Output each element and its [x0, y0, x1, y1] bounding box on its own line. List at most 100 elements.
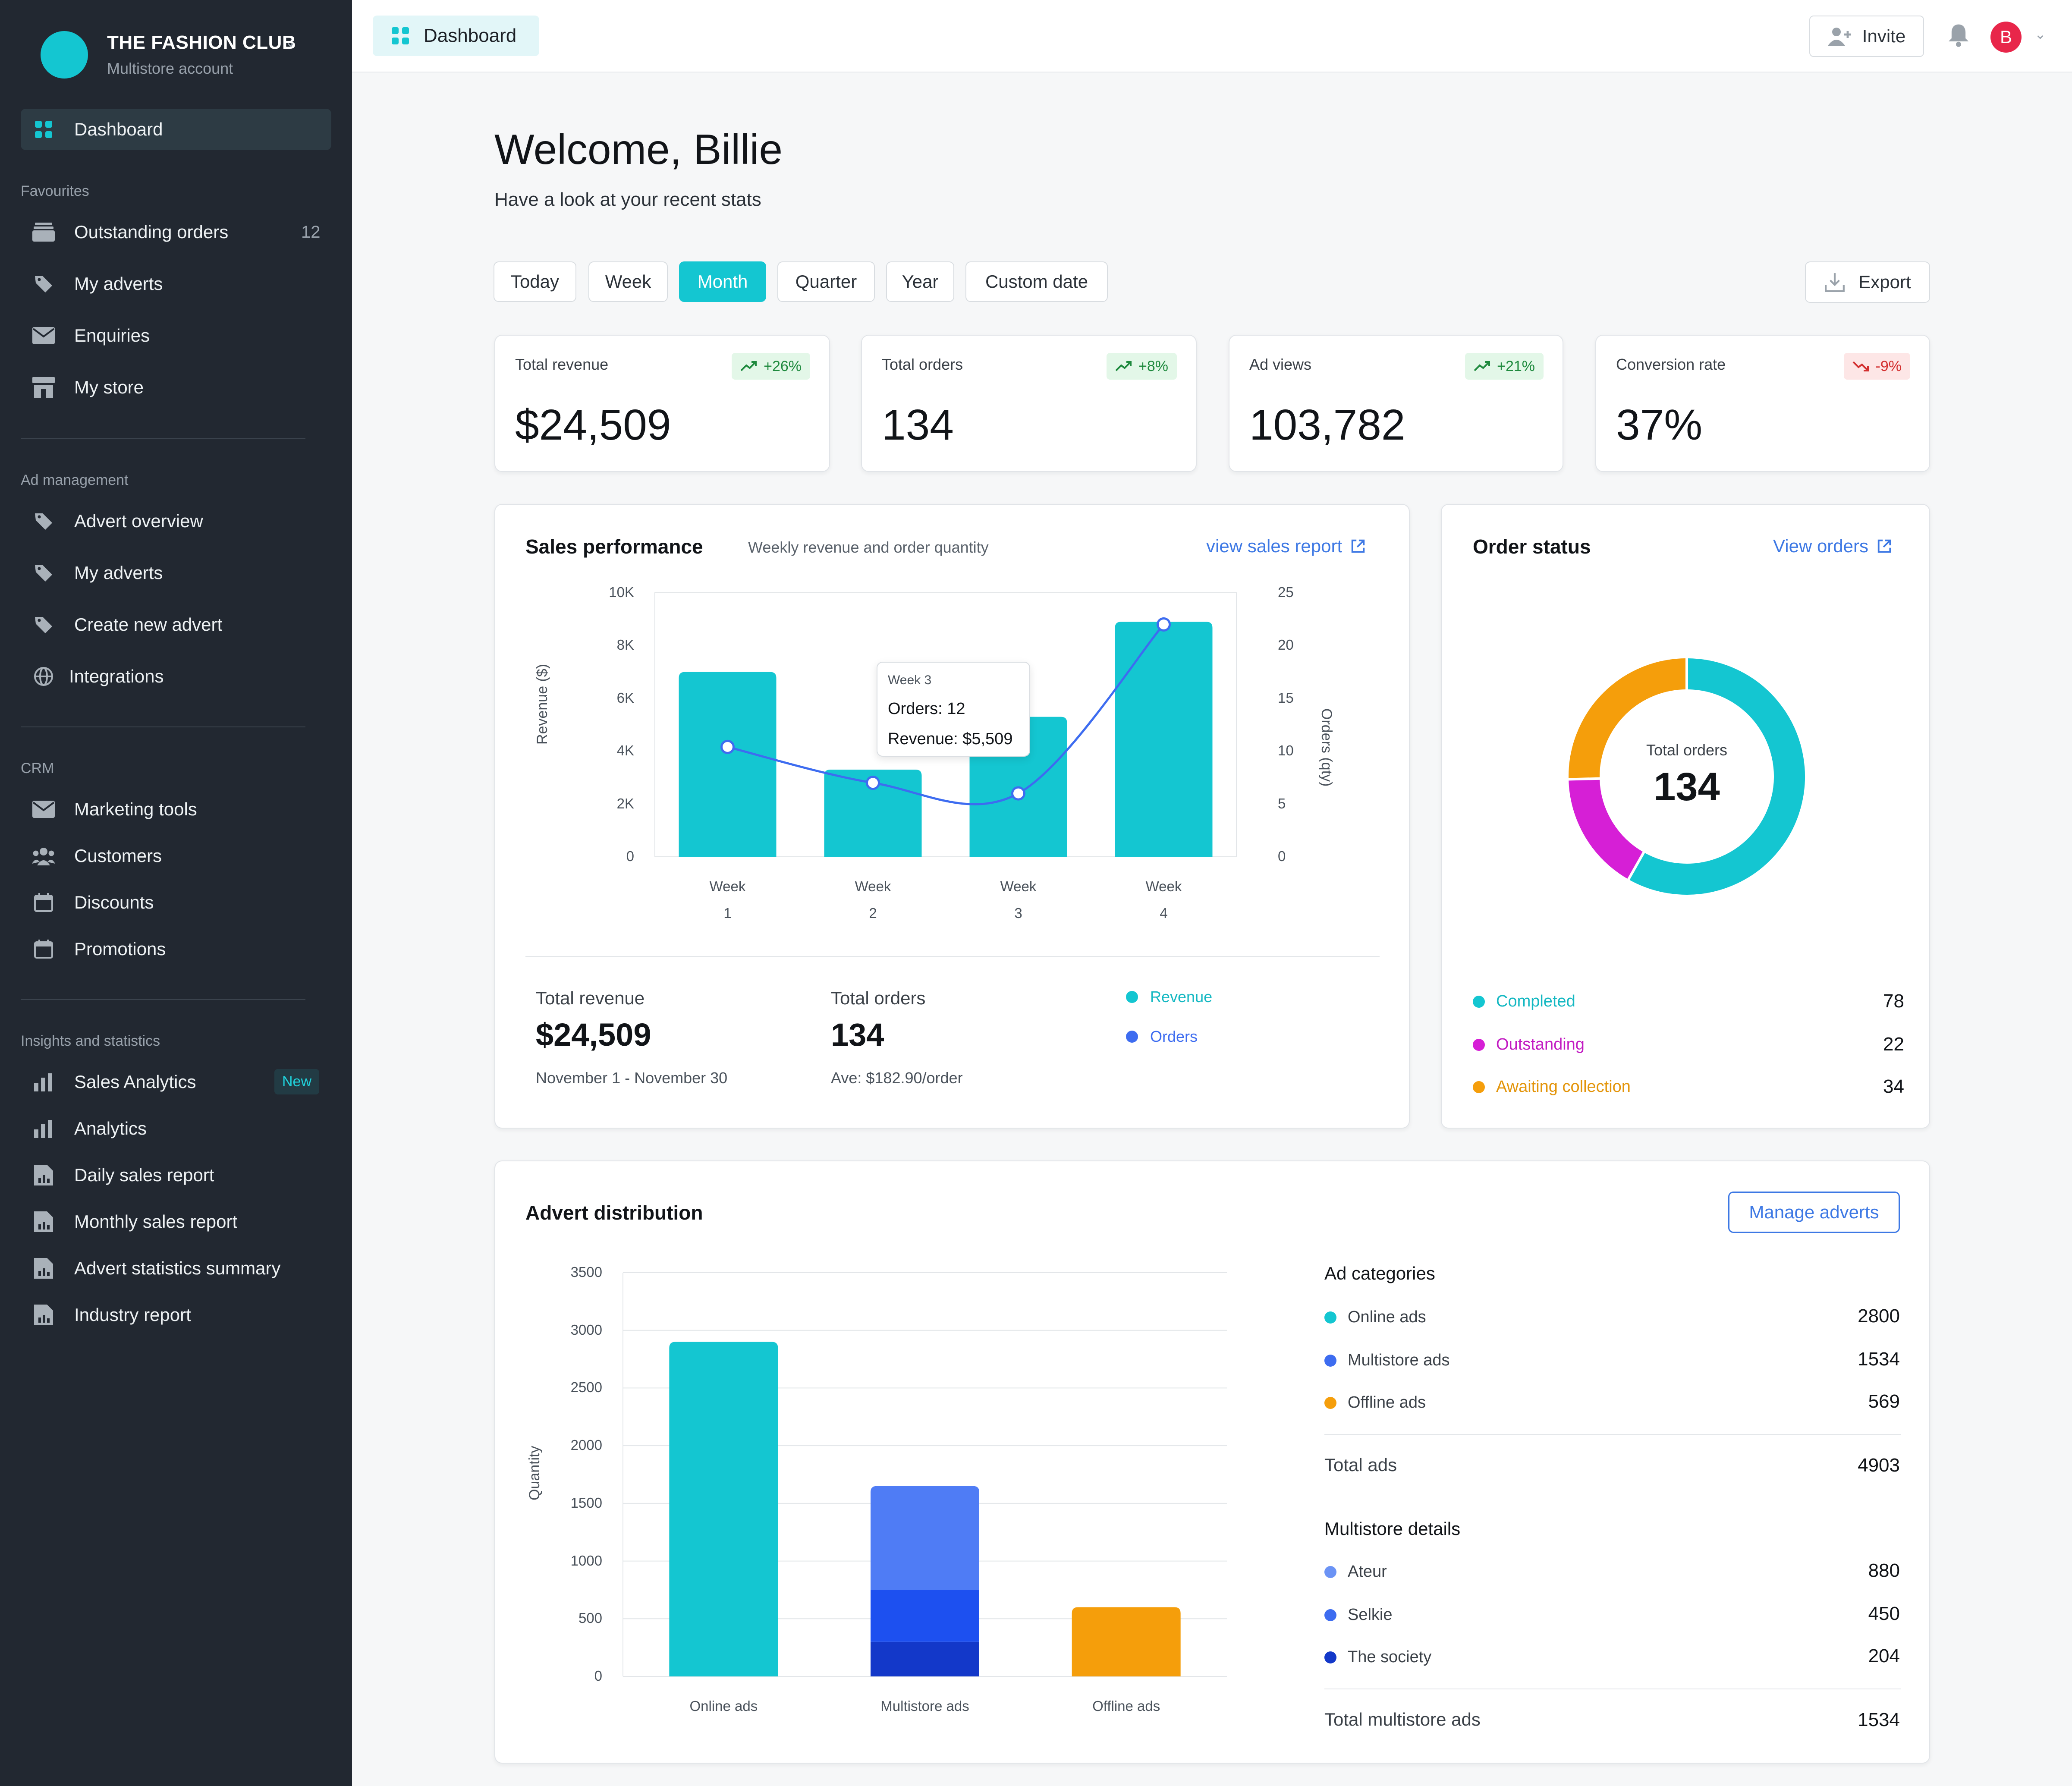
- page-title: Welcome, Billie: [494, 126, 783, 173]
- sidebar-item-outstanding-orders[interactable]: Outstanding orders 12: [31, 219, 321, 245]
- stat-value: 37%: [1616, 401, 1703, 449]
- sidebar-item-integrations[interactable]: Integrations: [31, 663, 163, 689]
- sidebar-item-label: My store: [74, 377, 144, 397]
- sidebar-item-advert-overview[interactable]: Advert overview: [31, 508, 203, 534]
- chart-tooltip: Week 3 Orders: 12 Revenue: $5,509: [877, 662, 1030, 757]
- page-subtitle: Have a look at your recent stats: [494, 189, 761, 210]
- brand-logo: [41, 31, 88, 79]
- sidebar-item-discounts[interactable]: Discounts: [31, 890, 154, 915]
- view-orders-link[interactable]: View orders: [1773, 536, 1893, 557]
- avatar[interactable]: B: [1990, 22, 2022, 53]
- stat-value: 134: [882, 401, 954, 449]
- sidebar-item-label: Advert overview: [74, 511, 203, 531]
- chevron-down-icon[interactable]: ⌄: [2034, 26, 2046, 42]
- invite-button[interactable]: Invite: [1809, 16, 1924, 57]
- manage-adverts-button[interactable]: Manage adverts: [1728, 1192, 1900, 1233]
- legend-dot: [1126, 1031, 1138, 1043]
- sidebar-item-industry-report[interactable]: Industry report: [31, 1302, 191, 1328]
- sidebar-item-advert-statistics-summary[interactable]: Advert statistics summary: [31, 1255, 280, 1281]
- sidebar-item-label: Monthly sales report: [74, 1211, 238, 1232]
- category-label: Multistore ads: [1348, 1351, 1450, 1369]
- status-value: 34: [1883, 1076, 1904, 1097]
- bell-icon[interactable]: [1946, 22, 1971, 48]
- tag-icon: [31, 509, 56, 534]
- period-week[interactable]: Week: [588, 261, 668, 302]
- tag-icon: [31, 612, 56, 637]
- orders-line: [727, 623, 1165, 805]
- tab-dashboard[interactable]: Dashboard: [373, 16, 539, 56]
- sidebar-item-dashboard[interactable]: Dashboard: [31, 116, 163, 142]
- period-today[interactable]: Today: [494, 261, 576, 302]
- sidebar-item-daily-sales-report[interactable]: Daily sales report: [31, 1162, 214, 1188]
- multistore-label: The society: [1348, 1648, 1432, 1666]
- revenue-bar: [824, 770, 922, 857]
- sidebar-item-label: Daily sales report: [74, 1165, 214, 1185]
- view-sales-report-link[interactable]: view sales report: [1206, 536, 1366, 557]
- sidebar-item-customers[interactable]: Customers: [31, 843, 162, 869]
- change-badge: +21%: [1465, 353, 1544, 380]
- orders-point: [720, 739, 735, 754]
- total-multistore-label: Total multistore ads: [1324, 1709, 1481, 1729]
- card-title: Order status: [1473, 535, 1591, 558]
- sidebar-item-analytics[interactable]: Analytics: [31, 1116, 147, 1141]
- sidebar-item-monthly-sales-report[interactable]: Monthly sales report: [31, 1209, 237, 1235]
- change-badge: +26%: [732, 353, 810, 380]
- multistore-value: 450: [1868, 1603, 1900, 1624]
- multistore-label: Ateur: [1348, 1563, 1387, 1581]
- divider: [525, 956, 1380, 957]
- stack-icon: [31, 220, 56, 245]
- legend-dot: [1126, 991, 1138, 1003]
- x-tick-label: Week: [709, 878, 746, 894]
- brand-subtitle: Multistore account: [107, 60, 233, 77]
- summary-orders-average: Ave: $182.90/order: [831, 1069, 963, 1087]
- section-insights: Insights and statistics: [21, 1033, 160, 1049]
- legend-dot: [1473, 995, 1485, 1008]
- sidebar-item-my-adverts[interactable]: My adverts: [31, 271, 163, 297]
- chevron-down-icon[interactable]: ⌄: [285, 34, 296, 50]
- export-label: Export: [1858, 272, 1911, 292]
- period-custom-date[interactable]: Custom date: [965, 261, 1108, 302]
- period-quarter[interactable]: Quarter: [777, 261, 875, 302]
- bar: [1072, 1607, 1181, 1676]
- trend-up-icon: [740, 360, 758, 372]
- ad-categories-title: Ad categories: [1324, 1263, 1435, 1283]
- summary-orders-label: Total orders: [831, 988, 926, 1008]
- order-status-donut: [1568, 657, 1805, 895]
- y-tick-right: 20: [1278, 637, 1294, 653]
- sidebar-item-create-new-advert[interactable]: Create new advert: [31, 612, 222, 638]
- status-value: 78: [1883, 990, 1904, 1012]
- globe-icon: [31, 664, 56, 689]
- summary-orders-value: 134: [831, 1017, 884, 1053]
- divider: [21, 726, 305, 727]
- orders-point: [1011, 786, 1025, 801]
- sidebar-item-label: Enquiries: [74, 325, 150, 346]
- x-tick-label: 2: [869, 905, 877, 921]
- download-icon: [1824, 271, 1846, 293]
- external-link-icon: [1876, 538, 1893, 554]
- sidebar-item-promotions[interactable]: Promotions: [31, 936, 166, 962]
- mail-icon: [31, 323, 56, 348]
- y-axis-label-orders: Orders (qty): [1318, 708, 1335, 787]
- sidebar-item-marketing-tools[interactable]: Marketing tools: [31, 796, 197, 822]
- stacked-bar-segment: [871, 1641, 979, 1676]
- change-value: +21%: [1497, 358, 1535, 374]
- brand-switcher[interactable]: THE FASHION CLUB Multistore account: [41, 31, 296, 79]
- export-button[interactable]: Export: [1805, 261, 1930, 303]
- period-month[interactable]: Month: [679, 261, 766, 302]
- donut-slice: [1569, 658, 1687, 780]
- sidebar-item-label: Advert statistics summary: [74, 1258, 281, 1278]
- legend-dot: [1324, 1609, 1336, 1621]
- y-axis-label-quantity: Quantity: [526, 1446, 543, 1500]
- sidebar-item-enquiries[interactable]: Enquiries: [31, 323, 150, 349]
- category-label: Offline ads: [1348, 1393, 1426, 1412]
- y-tick: 1000: [570, 1552, 602, 1569]
- sidebar-item-my-adverts-2[interactable]: My adverts: [31, 560, 163, 586]
- change-badge: -9%: [1843, 353, 1910, 380]
- multistore-value: 204: [1868, 1645, 1900, 1667]
- legend-dot: [1473, 1081, 1485, 1093]
- y-tick: 3000: [570, 1321, 602, 1338]
- period-year[interactable]: Year: [886, 261, 954, 302]
- sidebar-item-my-store[interactable]: My store: [31, 374, 144, 400]
- tooltip-revenue: Revenue: $5,509: [888, 730, 1013, 748]
- sidebar-item-sales-analytics[interactable]: Sales Analytics New: [31, 1069, 320, 1095]
